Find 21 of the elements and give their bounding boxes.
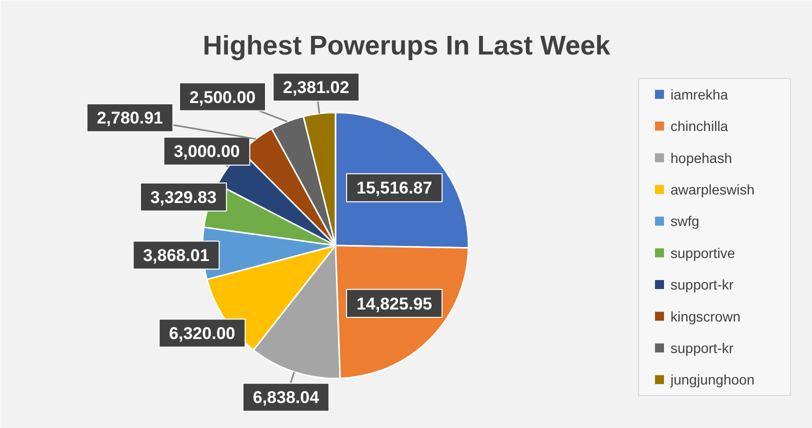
data-label: 3,329.83: [150, 188, 217, 208]
data-label: 15,516.87: [356, 178, 432, 198]
legend-label: awarpleswish: [670, 181, 755, 198]
data-label: 6,320.00: [169, 324, 236, 344]
legend-label: iamrekha: [670, 86, 728, 102]
legend-label: jungjunghoon: [670, 372, 755, 388]
legend-label: support-kr: [670, 340, 734, 356]
legend-label: swfg: [670, 213, 700, 230]
chart-title: Highest Powerups In Last Week: [202, 30, 612, 60]
data-label: 3,000.00: [174, 142, 240, 162]
legend-label: supportive: [670, 244, 736, 261]
data-label: 3,868.01: [143, 246, 210, 266]
data-label: 2,381.02: [283, 78, 350, 98]
legend-label: hopehash: [670, 150, 732, 166]
legend-label: chinchilla: [670, 118, 728, 134]
data-label: 2,500.00: [189, 88, 256, 107]
data-label: 2,780.91: [96, 108, 164, 128]
data-label: 6,838.04: [252, 388, 320, 408]
legend-label: kingscrown: [670, 308, 741, 324]
legend-label: support-kr: [670, 276, 734, 293]
data-label: 14,825.95: [356, 294, 432, 314]
